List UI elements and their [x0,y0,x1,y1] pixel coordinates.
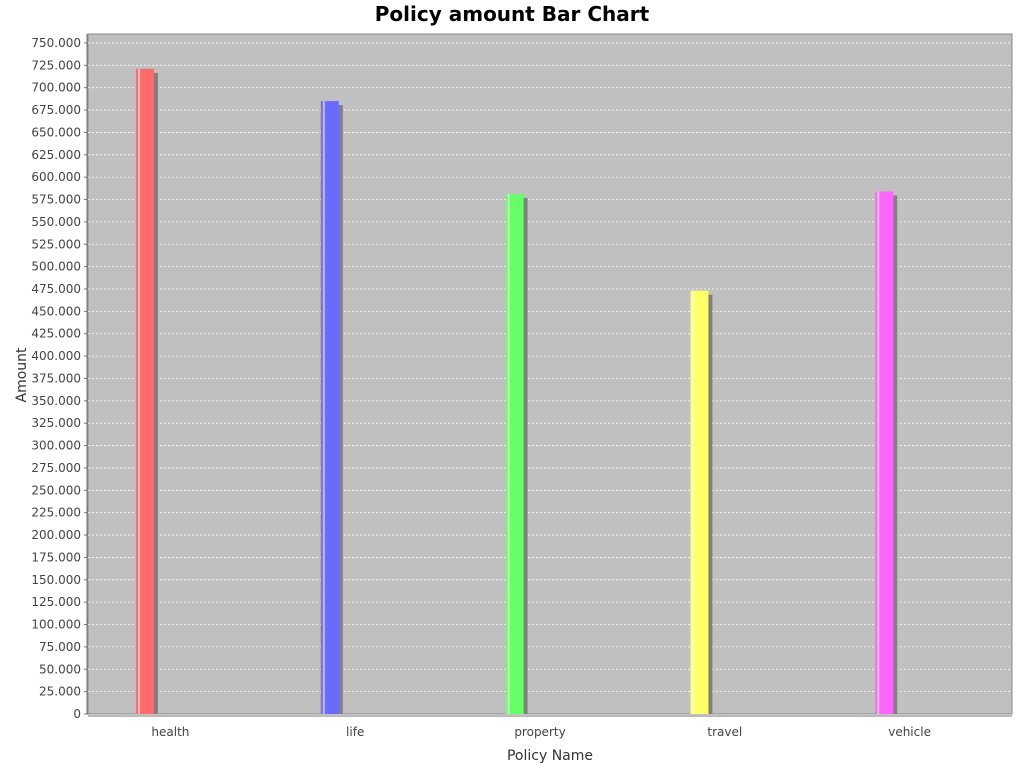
y-tick-label: 100.000 [31,618,81,632]
y-tick-label: 500.000 [31,260,81,274]
bar-travel [690,290,709,714]
y-tick-label: 200.000 [31,528,81,542]
bar-health [136,68,154,715]
plot-area [87,33,1013,715]
y-tick-label: 175.000 [31,550,81,564]
y-tick-label: 400.000 [31,349,81,363]
y-tick-label: 250.000 [31,483,81,497]
y-tick-label: 225.000 [31,506,81,520]
x-tick-label: travel [707,725,742,739]
y-tick-label: 450.000 [31,304,81,318]
y-tick-label: 550.000 [31,215,81,229]
bar-highlight [692,290,695,714]
y-tick-label: 50.000 [39,662,81,676]
y-tick-label: 375.000 [31,371,81,385]
y-tick-label: 325.000 [31,416,81,430]
y-tick-label: 0 [73,707,81,721]
y-tick-labels: 0 25.000 50.000 75.000 100.000 125.000 150.000… [31,36,81,721]
x-tick-labels: health life property travel vehicle [151,725,931,739]
gridlines [88,42,1012,693]
x-tick-label: property [514,725,565,739]
x-tick-label: vehicle [888,725,931,739]
y-tick-label: 75.000 [39,640,81,654]
y-tick-label: 125.000 [31,595,81,609]
bar-life [320,101,339,714]
y-tick-label: 700.000 [31,81,81,95]
chart-title: Policy amount Bar Chart [375,2,650,26]
bar-highlight [877,191,880,714]
y-tick-label: 675.000 [31,103,81,117]
y-tick-label: 150.000 [31,573,81,587]
bar-vehicle [875,191,894,714]
y-tick-label: 625.000 [31,148,81,162]
bar-highlight [138,68,140,715]
y-tick-label: 525.000 [31,237,81,251]
x-axis-label: Policy Name [507,748,593,764]
y-tick-label: 475.000 [31,282,81,296]
y-tick-label: 575.000 [31,193,81,207]
bar-highlight [322,101,325,714]
y-axis-label: Amount [14,347,30,403]
y-tick-label: 750.000 [31,36,81,50]
y-tick-label: 600.000 [31,170,81,184]
bars [136,68,898,715]
y-tick-label: 425.000 [31,327,81,341]
bar-highlight [507,194,510,714]
y-tick-label: 25.000 [39,685,81,699]
x-tick-label: life [346,725,364,739]
y-tick-label: 275.000 [31,461,81,475]
y-tick-label: 650.000 [31,125,81,139]
x-tick-label: health [151,725,189,739]
y-tick-label: 725.000 [31,58,81,72]
bar-property [505,194,524,714]
y-tick-label: 350.000 [31,394,81,408]
axes [84,34,1012,717]
y-tick-label: 300.000 [31,439,81,453]
